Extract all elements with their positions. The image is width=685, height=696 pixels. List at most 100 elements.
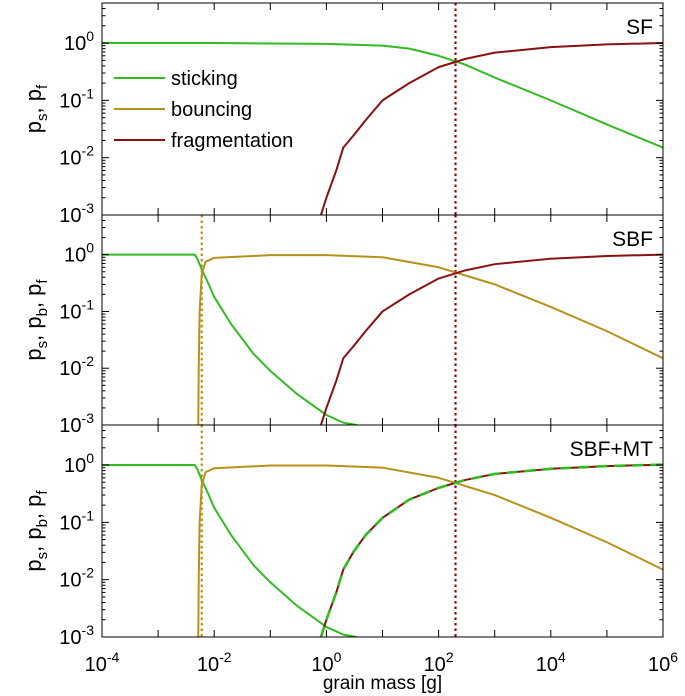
panel-label: SBF	[612, 228, 653, 251]
x-tick-label-text: 106	[648, 649, 678, 676]
y-tick-label: 100	[64, 450, 94, 477]
y-tick-label-text: 10-3	[59, 622, 94, 649]
series-bouncing	[197, 464, 663, 637]
y-axis-label: ps, pb, pf	[21, 490, 51, 572]
tick-base: 10	[85, 654, 107, 676]
tick-exponent: -3	[82, 622, 95, 638]
y-tick-label-text: 10-3	[59, 200, 94, 227]
y-tick-label-text: 10-1	[59, 85, 94, 112]
ylabel-subscript: s	[34, 341, 51, 349]
x-axis-label: grain mass [g]	[323, 673, 442, 694]
x-tick-label: 106	[648, 649, 678, 676]
series-fragmentation	[320, 253, 663, 425]
x-tick-label-text: 10-2	[197, 649, 232, 676]
tick-base: 10	[64, 245, 86, 267]
tick-exponent: 0	[334, 649, 342, 665]
tick-exponent: -1	[82, 296, 95, 312]
ylabel-separator: ,	[21, 101, 46, 113]
series-sticking	[102, 42, 663, 149]
y-tick-label: 10-1	[59, 296, 94, 323]
x-tick-label: 100	[311, 649, 341, 676]
tick-base: 10	[648, 654, 670, 676]
tick-exponent: 2	[446, 649, 454, 665]
tick-base: 10	[424, 654, 446, 676]
tick-base: 10	[59, 415, 81, 437]
ylabel-p: p	[21, 316, 46, 328]
ylabel-separator: ,	[21, 329, 46, 341]
y-tick-label: 10-3	[59, 622, 94, 649]
tick-exponent: -2	[219, 649, 232, 665]
y-tick-label-text: 100	[64, 450, 94, 477]
tick-exponent: -2	[82, 143, 95, 159]
y-tick-label: 10-1	[59, 507, 94, 534]
y-tick-label: 10-3	[59, 410, 94, 437]
tick-exponent: -2	[82, 565, 95, 581]
y-tick-label: 10-2	[59, 353, 94, 380]
ylabel-subscript: s	[34, 552, 51, 560]
ylabel-p: p	[21, 284, 46, 296]
legend: sticking bouncing fragmentation	[114, 68, 293, 152]
x-tick-label: 104	[536, 649, 566, 676]
ylabel-subscript: b	[34, 308, 51, 316]
y-tick-label-text: 10-3	[59, 410, 94, 437]
tick-base: 10	[197, 654, 219, 676]
y-axis-label: ps, pf	[21, 84, 51, 133]
x-tick-label-text: 104	[536, 649, 566, 676]
tick-base: 10	[59, 570, 81, 592]
x-tick-label-text: 100	[311, 649, 341, 676]
y-tick-label-text: 100	[64, 28, 94, 55]
tick-exponent: -3	[82, 200, 95, 216]
y-tick-label-text: 10-2	[59, 565, 94, 592]
legend-label: fragmentation	[171, 130, 293, 152]
legend-label: sticking	[171, 68, 238, 90]
y-tick-label-text: 10-1	[59, 296, 94, 323]
tick-base: 10	[59, 90, 81, 112]
ylabel-subscript: s	[34, 113, 51, 121]
series-bouncing	[197, 254, 663, 425]
legend-label: bouncing	[171, 99, 252, 121]
y-tick-label: 100	[64, 28, 94, 55]
series-fragmentation	[320, 463, 663, 637]
tick-base: 10	[59, 205, 81, 227]
tick-base: 10	[64, 33, 86, 55]
series-mass-transfer	[319, 463, 663, 637]
y-tick-label: 100	[64, 240, 94, 267]
series-sticking	[102, 253, 358, 425]
tick-base: 10	[311, 654, 333, 676]
ylabel-separator: ,	[21, 296, 46, 308]
ylabel-p: p	[21, 495, 46, 507]
tick-exponent: -2	[82, 353, 95, 369]
x-tick-label-text: 10-4	[85, 649, 120, 676]
y-tick-label-text: 10-1	[59, 507, 94, 534]
ylabel-subscript: f	[34, 490, 51, 495]
ylabel-subscript: f	[34, 84, 51, 89]
ylabel-subscript: f	[34, 279, 51, 284]
tick-exponent: -1	[82, 85, 95, 101]
x-tick-label: 102	[424, 649, 454, 676]
series-sticking	[102, 464, 358, 637]
tick-base: 10	[59, 627, 81, 649]
ylabel-p: p	[21, 348, 46, 360]
panel-label: SBF+MT	[570, 438, 654, 461]
tick-base: 10	[59, 358, 81, 380]
ylabel-p: p	[21, 121, 46, 133]
y-tick-label: 10-3	[59, 200, 94, 227]
y-tick-label-text: 10-2	[59, 143, 94, 170]
series-fragmentation	[320, 42, 663, 215]
y-tick-label-text: 10-2	[59, 353, 94, 380]
y-tick-label: 10-2	[59, 143, 94, 170]
y-tick-label: 10-2	[59, 565, 94, 592]
tick-base: 10	[536, 654, 558, 676]
y-axis-label: ps, pb, pf	[21, 279, 51, 361]
tick-exponent: 0	[86, 240, 94, 256]
x-tick-label: 10-4	[85, 649, 120, 676]
ylabel-separator: ,	[21, 540, 46, 552]
tick-base: 10	[59, 301, 81, 323]
y-tick-label: 10-1	[59, 85, 94, 112]
ylabel-p: p	[21, 89, 46, 101]
tick-base: 10	[59, 512, 81, 534]
